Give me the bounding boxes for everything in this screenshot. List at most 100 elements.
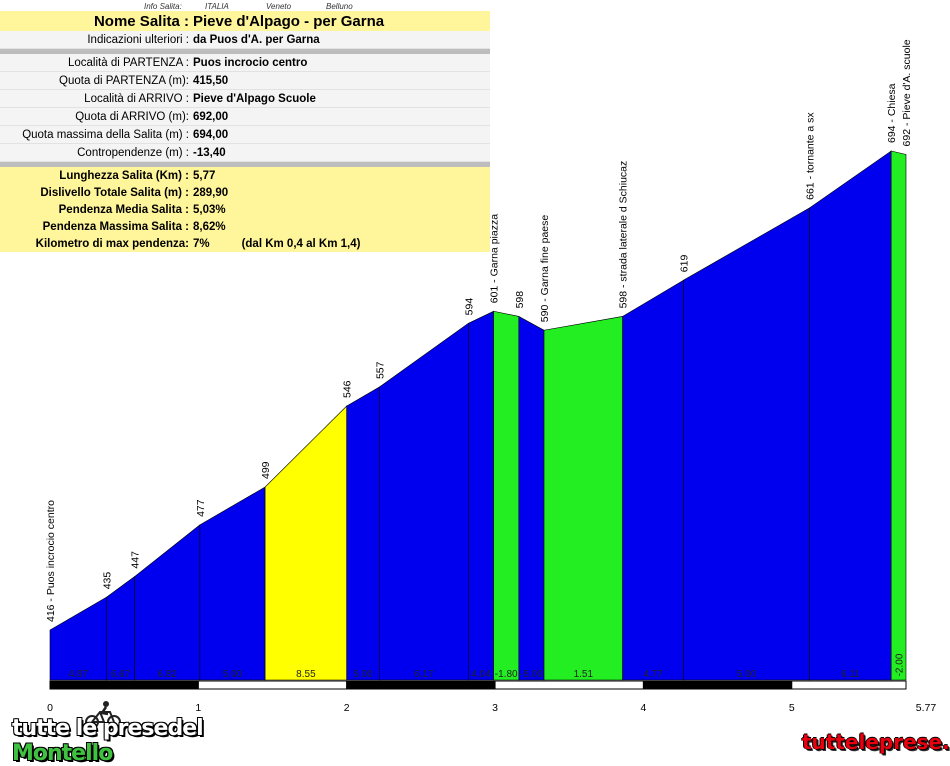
stat-row-value: 7% (dal Km 0,4 al Km 1,4) xyxy=(191,235,490,252)
segment-grade-label: 5.00 xyxy=(223,669,243,680)
profile-segment xyxy=(543,316,623,681)
tutteleprese-logo: tutte le presedel Montello xyxy=(12,700,212,766)
logo-part2: del xyxy=(167,716,203,741)
profile-segment xyxy=(106,575,135,681)
stat-row-value: 5,77 xyxy=(191,167,490,184)
point-label: 546 xyxy=(342,380,354,398)
km-scale-block xyxy=(346,680,496,690)
stat-row: Pendenza Media Salita : 5,03% xyxy=(0,201,490,218)
profile-segment xyxy=(199,486,266,681)
segment-grade-label: -1.80 xyxy=(495,669,518,680)
km-scale-block xyxy=(49,680,199,690)
point-label: 499 xyxy=(260,461,272,479)
info-row: Contropendenze (m) : -13,40 xyxy=(0,143,490,162)
stat-row: Lunghezza Salita (Km) : 5,77 xyxy=(0,167,490,184)
segment-grade-label: -2.00 xyxy=(895,653,906,676)
point-label: 594 xyxy=(463,298,475,316)
point-label: 447 xyxy=(130,551,142,569)
logo-part1: tutte le prese xyxy=(12,716,168,741)
stat-row: Pendenza Massima Salita : 8,62% xyxy=(0,218,490,235)
info-row-label: Indicazioni ulteriori : xyxy=(0,31,191,49)
info-row-label: Località di ARRIVO : xyxy=(0,89,191,108)
stat-row-label: Dislivello Totale Salita (m) : xyxy=(0,184,191,201)
info-row-label: Località di PARTENZA : xyxy=(0,54,191,72)
climb-name-row: Nome Salita : Pieve d'Alpago - per Garna xyxy=(0,11,490,31)
segment-grade-label: 4.04 xyxy=(471,669,491,680)
km-tick-label: 5 xyxy=(789,702,795,714)
point-label: 598 - strada laterale d Schiucaz xyxy=(618,161,630,309)
km-scale-block xyxy=(494,680,644,690)
profile-segment xyxy=(890,150,907,681)
info-province: Belluno xyxy=(326,2,353,11)
info-row-value: Puos incrocio centro xyxy=(191,54,490,72)
segment-grade-label: 6.11 xyxy=(841,669,860,680)
point-label: 435 xyxy=(101,572,113,590)
km-scale-block xyxy=(197,680,348,690)
profile-segment xyxy=(518,315,545,681)
info-row-value: 692,00 xyxy=(191,107,490,126)
info-row-label: Quota di ARRIVO (m): xyxy=(0,107,191,126)
stat-row-label: Pendenza Massima Salita : xyxy=(0,218,191,235)
point-label: 694 - Chiesa xyxy=(886,83,898,143)
info-row-value: da Puos d'A. per Garna xyxy=(191,31,490,49)
separator xyxy=(0,161,490,167)
info-row: Quota massima della Salita (m) : 694,00 xyxy=(0,125,490,144)
info-row: Località di ARRIVO : Pieve d'Alpago Scuo… xyxy=(0,89,490,108)
profile-segment xyxy=(809,150,892,681)
profile-segment xyxy=(622,279,684,681)
profile-segment xyxy=(468,310,494,681)
info-row: Quota di ARRIVO (m): 692,00 xyxy=(0,107,490,126)
info-row-value: Pieve d'Alpago Scuole xyxy=(191,89,490,108)
point-label: 557 xyxy=(374,361,386,379)
point-label: 416 - Puos incrocio centro xyxy=(45,500,57,622)
stat-row-value: 5,03% xyxy=(191,201,490,218)
info-row: Località di PARTENZA : Puos incrocio cen… xyxy=(0,54,490,72)
point-label: 692 - Pieve d'A. scuole xyxy=(901,39,913,146)
website-link[interactable]: tutteleprese.it xyxy=(802,730,950,754)
info-label: Info Salita: xyxy=(144,2,182,11)
km-tick-label: 2 xyxy=(344,702,350,714)
point-label: 661 - tornante a sx xyxy=(805,112,817,200)
segment-grade-label: -5.00 xyxy=(520,669,543,680)
stat-row-label: Lunghezza Salita (Km) : xyxy=(0,167,191,184)
profile-segment xyxy=(379,322,469,681)
profile-segment xyxy=(134,524,201,681)
km-tick-label: 5.77 xyxy=(916,702,937,714)
info-line: Info Salita: ITALIA Veneto Belluno xyxy=(0,2,490,12)
climb-name-value: Pieve d'Alpago - per Garna xyxy=(191,11,490,31)
cyclist-icon xyxy=(85,701,121,729)
stat-row-value: 289,90 xyxy=(191,184,490,201)
km-scale-block xyxy=(791,680,907,690)
stat-row-value: 8,62% xyxy=(191,218,490,235)
segment-grade-label: 5.00 xyxy=(353,669,373,680)
stat-row: Kilometro di max pendenza: 7% (dal Km 0,… xyxy=(0,235,490,252)
info-row-label: Quota di PARTENZA (m): xyxy=(0,71,191,90)
km-tick-label: 0 xyxy=(47,702,53,714)
profile-segment xyxy=(493,310,520,681)
profile-segment xyxy=(346,386,380,681)
segment-grade-label: 4.77 xyxy=(643,669,663,680)
info-row-value: -13,40 xyxy=(191,143,490,162)
segment-grade-label: 1.51 xyxy=(574,669,594,680)
point-label: 590 - Garna fine paese xyxy=(539,215,551,323)
info-row-label: Contropendenze (m) : xyxy=(0,143,191,162)
info-row-value: 415,50 xyxy=(191,71,490,90)
point-label: 598 xyxy=(514,291,526,309)
stat-row: Dislivello Totale Salita (m) : 289,90 xyxy=(0,184,490,201)
segment-grade-label: 4.87 xyxy=(68,669,88,680)
segment-grade-label: 6.17 xyxy=(414,669,434,680)
segment-grade-label: 8.55 xyxy=(296,669,316,680)
point-label: 601 - Garna piazza xyxy=(489,214,501,303)
km-tick-label: 3 xyxy=(492,702,498,714)
km-scale-block xyxy=(642,680,793,690)
climb-name-label: Nome Salita : xyxy=(0,11,191,31)
info-row: Indicazioni ulteriori : da Puos d'A. per… xyxy=(0,31,490,49)
stat-row-label: Kilometro di max pendenza: xyxy=(0,235,191,252)
km-tick-label: 1 xyxy=(195,702,201,714)
point-label: 619 xyxy=(678,255,690,273)
separator xyxy=(0,48,490,54)
climb-info-card: Nome Salita : Pieve d'Alpago - per Garna… xyxy=(0,11,490,252)
info-row: Quota di PARTENZA (m): 415,50 xyxy=(0,71,490,90)
profile-segment xyxy=(264,405,348,681)
